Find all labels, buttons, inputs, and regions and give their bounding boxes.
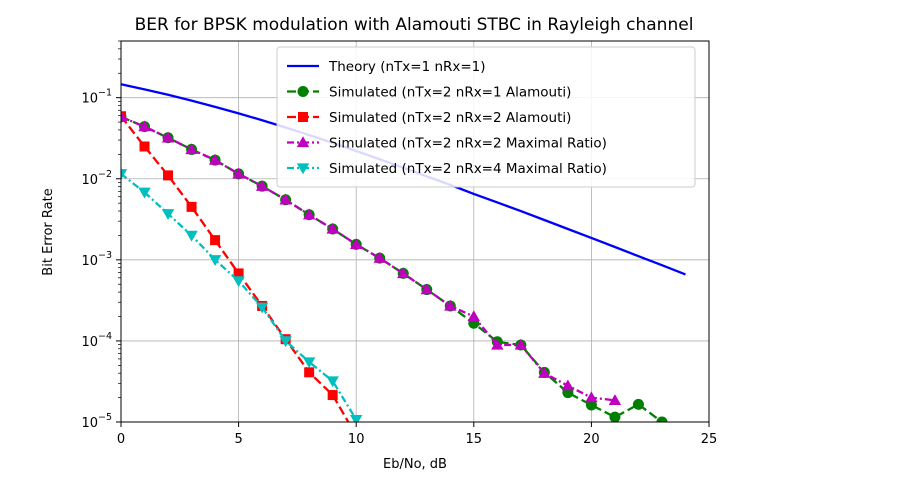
data-point-square — [304, 367, 315, 378]
series-line — [121, 115, 616, 402]
data-point-triangle — [255, 302, 269, 314]
data-point-circle — [297, 86, 309, 97]
data-point-triangle — [350, 238, 363, 250]
data-point-triangle — [138, 187, 151, 199]
series-4 — [121, 110, 622, 405]
y-tick-label: 10−5 — [81, 412, 112, 431]
data-point-triangle — [326, 222, 339, 234]
y-axis-label: Bit Error Rate — [41, 188, 56, 275]
legend-label: Simulated (nTx=2 nRx=2 Maximal Ratio) — [329, 136, 607, 152]
data-point-triangle — [138, 120, 151, 132]
x-tick-label: 15 — [466, 432, 483, 447]
data-point-triangle — [161, 131, 175, 143]
data-point-square — [139, 141, 150, 152]
data-point-triangle — [444, 299, 457, 311]
data-point-triangle — [279, 193, 292, 205]
x-tick-label: 10 — [348, 432, 365, 447]
data-point-triangle — [296, 136, 310, 148]
x-axis-label: Eb/No, dB — [383, 457, 447, 472]
data-point-triangle — [585, 391, 598, 403]
data-point-triangle — [185, 230, 198, 242]
data-point-circle — [585, 399, 597, 411]
data-point-triangle — [232, 276, 245, 288]
legend-entry: Simulated (nTx=2 nRx=1 Alamouti) — [287, 85, 571, 101]
legend-label: Theory (nTx=1 nRx=1) — [328, 59, 486, 75]
data-point-triangle — [561, 379, 575, 391]
data-point-triangle — [491, 338, 504, 350]
legend-entry: Simulated (nTx=2 nRx=2 Maximal Ratio) — [287, 136, 607, 152]
data-point-triangle — [208, 255, 222, 267]
x-tick-label: 0 — [117, 432, 125, 447]
legend-label: Simulated (nTx=2 nRx=4 Maximal Ratio) — [329, 161, 607, 177]
legend-entry: Simulated (nTx=2 nRx=4 Maximal Ratio) — [287, 161, 607, 177]
x-tick-label: 5 — [234, 432, 242, 447]
data-point-circle — [609, 411, 621, 422]
data-point-triangle — [232, 167, 245, 179]
data-point-square — [327, 390, 338, 401]
chart-title: BER for BPSK modulation with Alamouti ST… — [135, 15, 694, 35]
legend-entry: Simulated (nTx=2 nRx=2 Alamouti) — [287, 110, 571, 126]
legend-label: Simulated (nTx=2 nRx=1 Alamouti) — [329, 85, 571, 101]
legend-entry: Theory (nTx=1 nRx=1) — [287, 59, 486, 75]
data-point-triangle — [302, 357, 316, 369]
data-point-triangle — [279, 336, 292, 348]
data-point-triangle — [350, 414, 363, 422]
data-point-circle — [632, 398, 644, 410]
legend-label: Simulated (nTx=2 nRx=2 Alamouti) — [329, 110, 571, 126]
data-point-square — [186, 201, 197, 212]
data-point-square — [163, 170, 174, 181]
data-point-square — [210, 235, 221, 246]
data-point-triangle — [208, 153, 222, 165]
data-point-triangle — [326, 376, 339, 388]
data-point-triangle — [302, 208, 316, 220]
y-tick-label: 10−1 — [81, 88, 112, 107]
x-tick-label: 20 — [583, 432, 600, 447]
data-point-triangle — [608, 394, 622, 405]
series-line — [121, 172, 358, 421]
x-tick-label: 25 — [701, 432, 718, 447]
data-point-triangle — [296, 163, 310, 175]
data-point-triangle — [121, 110, 128, 122]
data-point-triangle — [420, 283, 433, 295]
data-point-square — [233, 268, 244, 279]
y-tick-label: 10−2 — [81, 169, 112, 188]
data-point-circle — [656, 416, 668, 422]
data-point-triangle — [467, 310, 480, 322]
series-5 — [121, 169, 363, 422]
data-point-triangle — [397, 267, 410, 279]
data-point-triangle — [185, 143, 198, 155]
y-tick-label: 10−4 — [81, 331, 112, 350]
data-point-triangle — [161, 209, 175, 220]
data-point-triangle — [121, 169, 128, 181]
plot-frame — [120, 40, 710, 423]
series-layer — [121, 83, 686, 422]
data-point-triangle — [255, 179, 269, 191]
legend-box — [276, 46, 696, 188]
data-point-triangle — [373, 251, 386, 263]
data-point-triangle — [514, 338, 528, 350]
legend: Theory (nTx=1 nRx=1) Simulated (nTx=2 nRx… — [276, 46, 696, 188]
tick-layer: 0 5 10 15 20 25 10−1 10−2 10−3 10−4 10−5 — [81, 40, 718, 447]
y-tick-label: 10−3 — [81, 250, 112, 269]
data-point-square — [298, 112, 308, 122]
data-point-triangle — [538, 366, 551, 378]
